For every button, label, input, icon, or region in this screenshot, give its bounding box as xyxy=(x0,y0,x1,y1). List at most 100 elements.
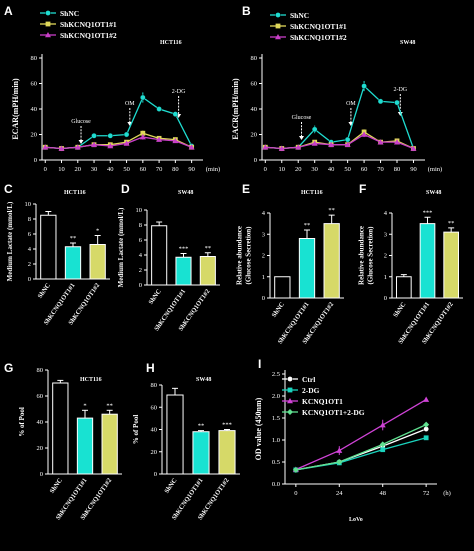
y-tick-label: 8 xyxy=(28,216,31,223)
legend-label: KCNQ1OT1 xyxy=(302,397,343,406)
x-axis-unit: (min) xyxy=(428,166,442,173)
cell-line-annotation: SW48 xyxy=(178,190,193,196)
cell-line-annotation: SW48 xyxy=(426,190,441,196)
legend-marker xyxy=(287,398,293,404)
legend-label: ShKCNQ1OT1#2 xyxy=(60,31,117,40)
y-tick-label: 0.0 xyxy=(272,481,280,488)
y-axis-label: Relative abundance xyxy=(358,226,366,285)
y-tick-label: 80 xyxy=(31,55,38,62)
y-tick-label: 0 xyxy=(40,471,43,478)
x-tick-label: 90 xyxy=(188,166,195,173)
y-tick-label: 10 xyxy=(136,207,143,214)
data-point xyxy=(278,145,285,151)
bar-ShKCNQ1OT1#1 xyxy=(175,256,192,286)
y-tick-label: 40 xyxy=(251,106,258,113)
data-point xyxy=(107,142,114,149)
legend-marker xyxy=(45,21,51,27)
significance-mark: ** xyxy=(205,245,212,252)
y-tick-label: 0.5 xyxy=(272,459,280,466)
data-point xyxy=(172,137,179,144)
bar-ShNC xyxy=(40,214,57,280)
legend-label: KCNQ1OT1+2-DG xyxy=(302,408,365,417)
bar-ShKCNQ1OT1#1 xyxy=(76,417,94,475)
y-tick-label: 0 xyxy=(262,295,265,302)
y-tick-label: 10 xyxy=(25,201,32,208)
y-tick-label: 2 xyxy=(139,267,142,274)
legend-label: ShNC xyxy=(290,11,309,20)
bar-ShKCNQ1OT1#1 xyxy=(298,238,316,299)
data-point xyxy=(377,98,384,105)
data-point xyxy=(311,140,318,146)
y-axis-label: % of Pool xyxy=(18,407,26,437)
category-label: ShNC xyxy=(271,301,286,319)
significance-mark: ** xyxy=(328,207,335,214)
y-axis-label: (Glucose Secretion) xyxy=(245,226,253,285)
data-point xyxy=(423,421,430,428)
data-point xyxy=(123,140,130,146)
data-point xyxy=(336,447,343,453)
x-tick-label: 10 xyxy=(279,166,286,173)
y-tick-label: 1.5 xyxy=(272,415,280,422)
cell-line-annotation: HCT116 xyxy=(301,190,323,196)
injection-label: 2-DG xyxy=(393,87,407,93)
data-point xyxy=(410,145,417,151)
y-tick-label: 40 xyxy=(31,106,38,113)
bar-ShNC xyxy=(274,276,291,299)
cell-line-annotation: LoVo xyxy=(349,517,363,523)
y-tick-label: 40 xyxy=(151,427,158,434)
x-tick-label: 90 xyxy=(410,166,417,173)
y-axis-label: Medium Lactate (mmol/L) xyxy=(117,207,125,287)
injection-arrow-head xyxy=(397,112,403,116)
bar-ShKCNQ1OT1#1 xyxy=(419,223,436,299)
legend-label: ShKCNQ1OT1#1 xyxy=(60,20,117,29)
bar-ShKCNQ1OT1#2 xyxy=(218,430,236,475)
injection-label: OM xyxy=(125,101,135,107)
data-point xyxy=(292,466,299,473)
data-point xyxy=(344,136,351,143)
panel-letter-g: G xyxy=(4,361,13,375)
series-line-ShKCNQ1OT1#2 xyxy=(45,136,192,150)
x-axis-unit: (h) xyxy=(443,490,451,497)
panel-letter-f: F xyxy=(359,182,366,196)
data-point xyxy=(140,94,146,101)
y-tick-label: 60 xyxy=(37,393,44,400)
injection-label: OM xyxy=(346,101,356,107)
y-tick-label: 2.0 xyxy=(272,393,280,400)
data-point xyxy=(311,126,318,133)
data-point xyxy=(377,139,384,145)
x-tick-label: 48 xyxy=(379,490,386,497)
category-label: ShNC xyxy=(37,282,52,300)
data-point xyxy=(379,441,386,448)
y-tick-label: 60 xyxy=(31,81,38,88)
injection-arrow-head xyxy=(299,136,305,140)
data-point xyxy=(156,136,163,142)
cell-line-annotation: SW48 xyxy=(196,377,211,383)
y-tick-label: 0 xyxy=(384,295,387,302)
data-point xyxy=(394,99,400,106)
y-tick-label: 60 xyxy=(251,81,258,88)
x-tick-label: 30 xyxy=(91,166,98,173)
injection-label: Glucose xyxy=(71,119,91,125)
y-axis-label: Relative abundance xyxy=(236,226,244,285)
bar-ShNC xyxy=(151,225,168,286)
data-point xyxy=(361,83,367,89)
legend-marker xyxy=(287,387,293,393)
x-tick-label: 0 xyxy=(44,166,47,173)
x-tick-label: 60 xyxy=(361,166,368,173)
data-point xyxy=(58,145,65,151)
data-point xyxy=(394,139,401,145)
x-tick-label: 24 xyxy=(336,490,343,497)
legend-marker xyxy=(275,34,281,40)
injection-label: 2-DG xyxy=(172,89,186,95)
panel-letter-i: I xyxy=(258,357,261,371)
bar-ShKCNQ1OT1#2 xyxy=(323,223,340,299)
data-point xyxy=(74,144,81,150)
data-point xyxy=(423,396,430,402)
y-tick-label: 1 xyxy=(262,274,265,281)
data-point xyxy=(139,134,146,140)
y-tick-label: 0 xyxy=(254,157,257,164)
y-axis-label: ECAR(mPH/min) xyxy=(11,78,20,140)
cell-line-annotation: HCT116 xyxy=(80,377,102,383)
x-tick-label: 60 xyxy=(140,166,147,173)
significance-mark: ** xyxy=(198,423,205,430)
